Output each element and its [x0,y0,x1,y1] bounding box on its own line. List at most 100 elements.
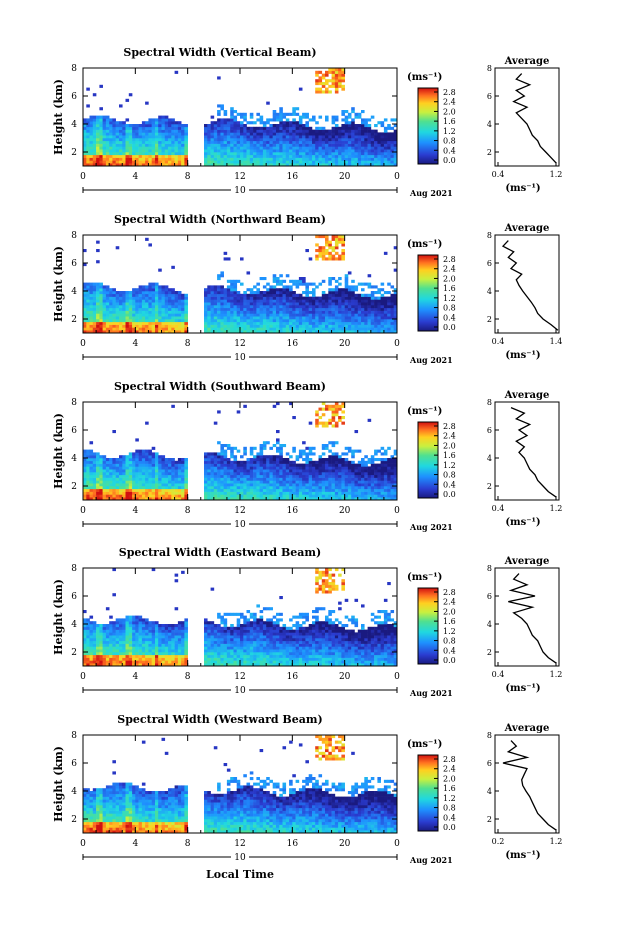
heatmap-cell [321,446,326,450]
heatmap-cell [92,305,97,309]
heatmap-cell [377,305,381,309]
heatmap-cell [164,327,169,331]
heatmap-cell [243,118,247,122]
heatmap-cell [135,474,139,478]
heatmap-cell [249,449,254,453]
heatmap-cell [259,140,264,144]
heatmap-cell [357,282,362,286]
heatmap-cell [145,324,149,328]
heatmap-cell [266,118,270,122]
heatmap-cell [207,469,211,473]
heatmap-cell [92,146,97,150]
heatmap-cell [393,288,398,292]
heatmap-cell [204,330,208,334]
heatmap-cell [305,494,309,498]
heatmap-cell [112,313,116,317]
heatmap-cell [112,494,116,498]
heatmap-cell [259,472,264,476]
heatmap-cell [99,488,103,492]
heatmap-cell [354,126,359,130]
heatmap-cell [213,313,218,317]
heatmap-cell [390,466,395,470]
y-tick-label: 2 [71,482,77,492]
heatmap-cell [138,330,143,334]
heatmap-cell [223,140,228,144]
heatmap-cell [119,469,123,473]
heatmap-cell [351,149,355,153]
heatmap-cell [233,157,238,161]
heatmap-cell [367,491,372,495]
heatmap-cell [272,149,277,153]
heatmap-cell [354,299,359,303]
heatmap-cell [279,135,283,139]
heatmap-cell [99,458,103,462]
heatmap-cell [230,313,234,317]
heatmap-cell [367,157,372,161]
heatmap-cell [393,494,398,498]
heatmap-cell [289,327,293,331]
heatmap-cell [210,305,215,309]
heatmap-cell [347,313,352,317]
heatmap-cell [135,307,139,311]
heatmap-cell [243,305,247,309]
heatmap-cell [279,449,283,453]
heatmap-cell [171,126,175,130]
heatmap-cell [351,296,355,300]
heatmap-cell [325,486,329,490]
avg-y-tick-label: 4 [487,287,492,296]
heatmap-cell [347,163,352,167]
heatmap-cell [292,330,296,334]
heatmap-cell [380,163,385,167]
heatmap-cell [138,163,143,167]
heatmap-cell [387,483,391,487]
heatmap-cell [253,480,257,484]
heatmap-cell [161,321,166,325]
heatmap-cell [347,143,352,147]
heatmap-cell [102,291,107,295]
heatmap-cell [341,118,345,122]
heatmap-cell [240,146,244,150]
heatmap-cell [240,129,244,133]
heatmap-cell [321,249,326,253]
heatmap-cell [177,480,182,484]
heatmap-cell [380,132,385,136]
heatmap-cell [354,296,359,300]
heatmap-cell [341,313,345,317]
heatmap-cell [289,466,293,470]
heatmap-cell [390,118,395,122]
heatmap-cell [128,160,133,164]
heatmap-cell [289,126,293,130]
colorbar-tick-label: 1.2 [443,127,456,136]
heatmap-cell [370,321,375,325]
heatmap-cell [276,477,280,481]
heatmap-cell [276,469,280,473]
heatmap-cell [109,152,113,156]
heatmap-cell [109,299,113,303]
heatmap-cell [164,157,169,161]
heatmap-cell [315,121,319,125]
heatmap-cell [295,313,300,317]
heatmap-cell [276,291,280,295]
heatmap-cell [312,305,316,309]
heatmap-cell [83,319,87,323]
heatmap-cell [184,152,188,156]
heatmap-cell [141,135,146,139]
heatmap-cell [302,152,306,156]
heatmap-cell [272,474,277,478]
heatmap-cell [285,319,290,323]
heatmap-cell [312,319,316,323]
heatmap-cell [321,293,326,297]
heatmap-cell [210,497,215,501]
heatmap-cell [341,157,345,161]
heatmap-cell [240,327,244,331]
heatmap-cell [243,324,247,328]
heatmap-cell [282,124,287,128]
heatmap-cell [102,121,107,125]
heatmap-cell [151,138,156,142]
heatmap-cell [249,480,254,484]
heatmap-cell [298,135,303,139]
heatmap-cell [243,449,247,453]
heatmap-cell [148,463,152,467]
heatmap-cell [230,293,234,297]
heatmap-cell [115,491,120,495]
